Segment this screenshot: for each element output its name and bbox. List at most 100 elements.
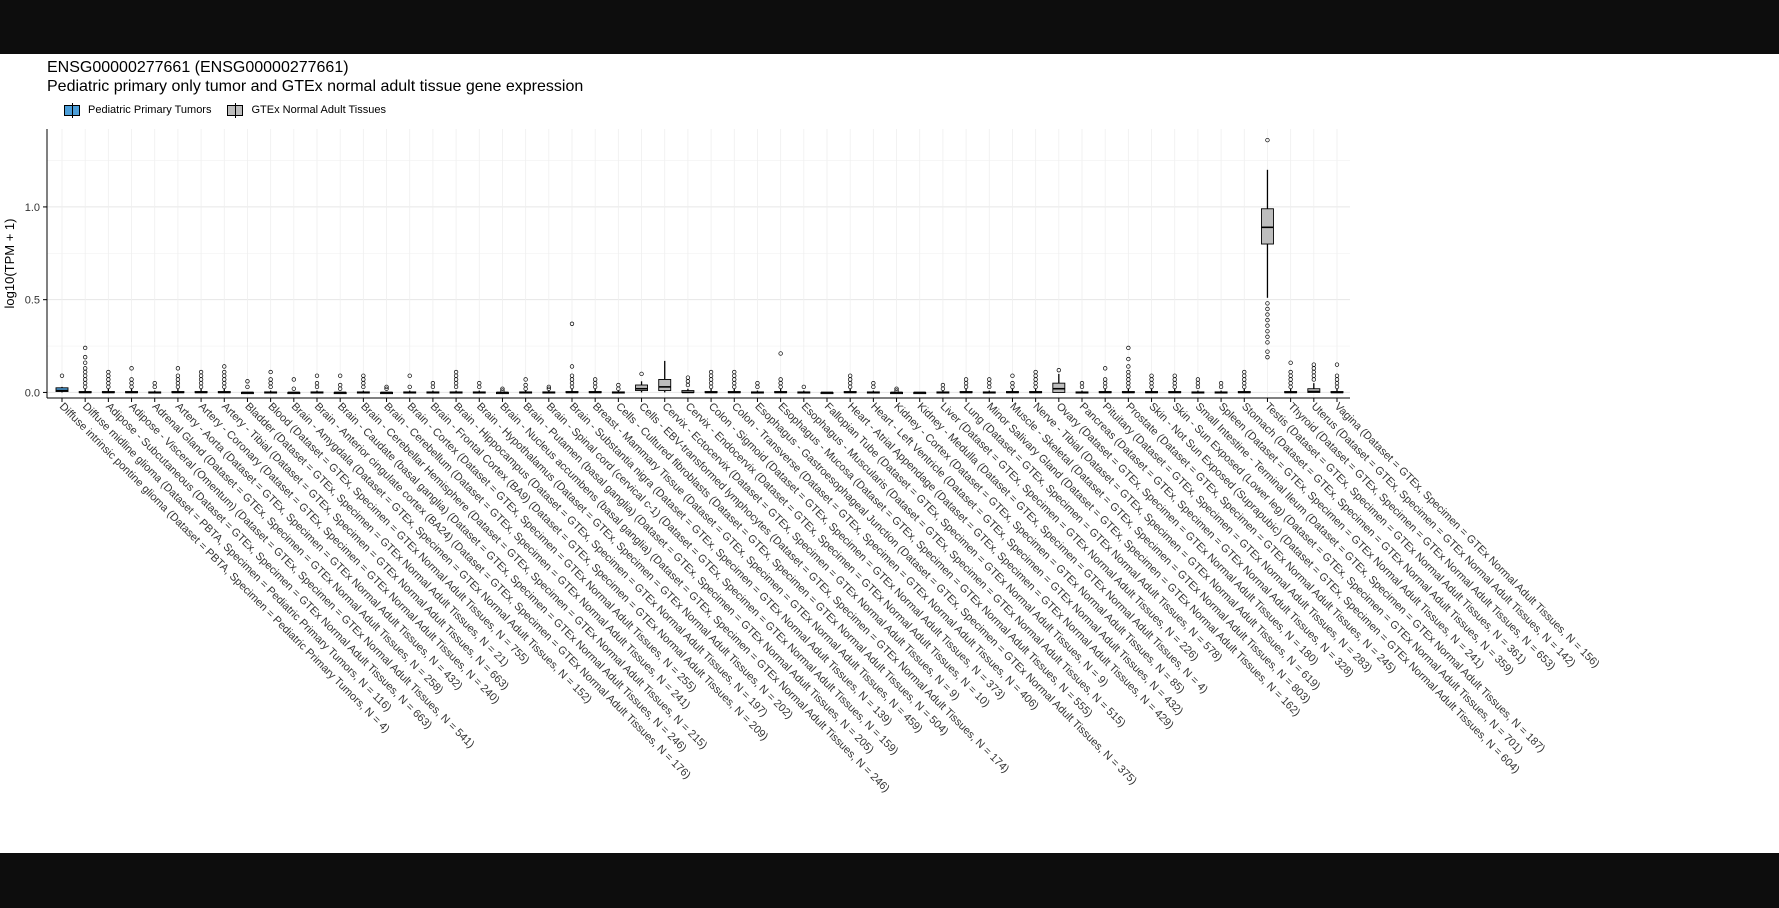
chart-title: ENSG00000277661 (ENSG00000277661): [47, 59, 349, 76]
outlier-point: [894, 388, 899, 393]
outlier-point: [1265, 329, 1270, 334]
box: [1261, 208, 1274, 245]
outlier-point: [1265, 334, 1270, 339]
outlier-point: [430, 381, 436, 386]
outlier-point: [593, 377, 598, 382]
outlier-point: [1334, 362, 1340, 367]
outlier-point: [523, 382, 528, 388]
outlier-point: [848, 373, 853, 378]
legend-label-pediatric: Pediatric Primary Tumors: [88, 104, 212, 116]
outlier-point: [291, 386, 296, 391]
outlier-point: [384, 386, 389, 391]
outlier-point: [569, 364, 575, 369]
outlier-point: [477, 381, 482, 386]
outlier-point: [83, 366, 88, 371]
outlier-point: [1265, 355, 1270, 360]
outlier-point: [1265, 323, 1270, 328]
outlier-point: [1103, 377, 1108, 382]
outlier-point: [1172, 373, 1177, 378]
outlier-point: [963, 377, 969, 382]
outlier-point: [1103, 366, 1108, 371]
outlier-point: [1288, 360, 1293, 365]
outlier-point: [1010, 373, 1015, 378]
outlier-point: [500, 386, 505, 391]
outlier-point: [569, 373, 575, 378]
outlier-point: [1265, 306, 1270, 312]
outlier-point: [1242, 369, 1247, 375]
outlier-point: [871, 381, 876, 386]
box: [1307, 388, 1321, 393]
outlier-point: [129, 377, 134, 382]
outlier-point: [778, 351, 783, 356]
legend: Pediatric Primary Tumors GTEx Normal Adu…: [64, 102, 386, 118]
outlier-point: [755, 381, 760, 386]
outlier-point: [1126, 356, 1131, 362]
chart-subtitle: Pediatric primary only tumor and GTEx no…: [47, 78, 584, 95]
outlier-point: [778, 377, 783, 382]
outlier-point: [361, 373, 366, 378]
outlier-point: [500, 388, 505, 393]
legend-key-pediatric: [64, 102, 80, 118]
outlier-point: [198, 369, 204, 375]
box: [658, 378, 672, 392]
outlier-point: [1126, 364, 1131, 369]
legend-item-gtex: GTEx Normal Adult Tissues: [227, 102, 386, 118]
box: [55, 387, 69, 392]
y-tick-label: 0.0: [25, 387, 40, 399]
title-block: ENSG00000277661 (ENSG00000277661) Pediat…: [47, 58, 583, 96]
outlier-point: [407, 384, 412, 390]
outlier-point: [732, 369, 737, 375]
outlier-point: [1334, 373, 1340, 378]
outlier-point: [1079, 381, 1085, 386]
outlier-point: [569, 321, 575, 326]
outlier-point: [1265, 137, 1270, 143]
outlier-point: [314, 381, 320, 386]
outlier-point: [338, 382, 343, 388]
outlier-point: [1311, 362, 1316, 367]
outlier-point: [1195, 377, 1201, 382]
outlier-point: [940, 382, 946, 388]
box: [635, 384, 648, 392]
legend-key-gtex: [227, 102, 244, 118]
outlier-point: [268, 377, 273, 382]
outlier-point: [152, 381, 157, 386]
outlier-point: [546, 384, 551, 390]
legend-label-gtex: GTEx Normal Adult Tissues: [251, 104, 386, 116]
outlier-point: [1033, 369, 1038, 375]
outlier-point: [245, 379, 250, 384]
outlier-point: [106, 369, 111, 375]
outlier-point: [1288, 369, 1293, 375]
outlier-point: [639, 371, 644, 377]
chart-panel: ENSG00000277661 (ENSG00000277661) Pediat…: [0, 54, 1779, 853]
outlier-point: [1218, 381, 1224, 386]
outlier-point: [222, 369, 227, 375]
outlier-point: [175, 366, 181, 371]
outlier-point: [314, 373, 320, 378]
outlier-point: [83, 355, 88, 360]
outlier-point: [59, 373, 65, 378]
outlier-point: [1265, 301, 1270, 306]
legend-item-pediatric: Pediatric Primary Tumors: [64, 102, 212, 118]
outlier-point: [407, 373, 412, 378]
outlier-point: [83, 345, 88, 351]
y-tick-label: 0.5: [25, 295, 40, 307]
outlier-point: [268, 369, 273, 375]
outlier-point: [616, 382, 621, 388]
outlier-point: [987, 377, 992, 382]
outlier-point: [1149, 373, 1154, 378]
outlier-point: [1265, 349, 1270, 354]
outlier-point: [1126, 345, 1131, 351]
outlier-point: [384, 384, 389, 390]
outlier-point: [801, 384, 806, 390]
outlier-point: [708, 369, 714, 375]
outlier-point: [222, 364, 227, 369]
outlier-point: [245, 384, 250, 390]
outlier-point: [1265, 340, 1270, 345]
y-tick-label: 1.0: [25, 202, 40, 214]
outlier-point: [1265, 312, 1270, 317]
y-axis-title: log10(TPM + 1): [2, 219, 17, 309]
outlier-point: [1056, 368, 1061, 373]
box: [1052, 382, 1066, 393]
outlier-point: [129, 366, 134, 371]
